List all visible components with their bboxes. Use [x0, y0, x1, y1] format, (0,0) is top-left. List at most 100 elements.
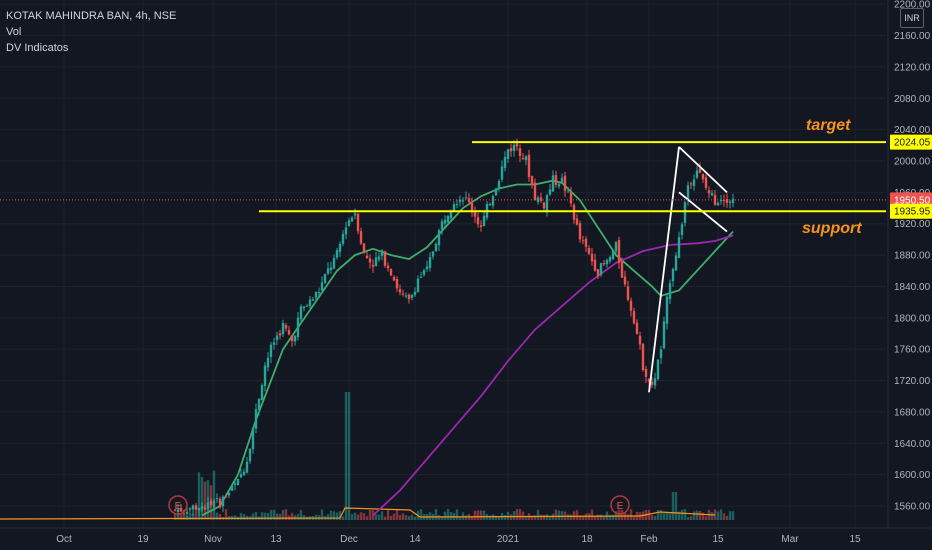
- volume-bar: [395, 509, 399, 520]
- volume-bar: [401, 513, 405, 520]
- candle-body: [380, 250, 384, 256]
- candle-body: [236, 478, 240, 486]
- candle-body: [419, 276, 423, 278]
- candle-body: [410, 294, 414, 298]
- volume-bar: [197, 472, 201, 520]
- time-tick-label: 19: [137, 534, 149, 545]
- volume-bar: [344, 392, 348, 520]
- volume-bar: [671, 492, 675, 520]
- candle-body: [272, 342, 276, 345]
- candle-body: [473, 211, 477, 217]
- candle-body: [293, 335, 297, 342]
- candle-body: [716, 202, 720, 206]
- candle-body: [203, 507, 207, 510]
- candle-body: [497, 181, 501, 189]
- volume-bar: [479, 510, 483, 520]
- candle-body: [524, 156, 528, 161]
- dv-indicator-label[interactable]: DV Indicatos: [6, 42, 69, 54]
- volume-bar: [212, 470, 216, 520]
- candle-body: [707, 190, 711, 194]
- candle-body: [377, 256, 381, 260]
- volume-bar: [680, 509, 684, 520]
- candle-body: [494, 188, 498, 196]
- candle-body: [704, 177, 708, 188]
- volume-bar: [326, 514, 330, 520]
- candle-body: [215, 498, 219, 500]
- volume-indicator-label[interactable]: Vol: [6, 26, 22, 38]
- volume-bar: [689, 516, 693, 520]
- volume-bar: [701, 512, 705, 520]
- candle-body: [245, 461, 249, 473]
- volume-bar: [488, 515, 492, 520]
- volume-bar: [710, 512, 714, 520]
- candle-body: [176, 509, 180, 513]
- candle-body: [185, 511, 189, 514]
- price-tick-label: 1680.00: [894, 407, 931, 418]
- candle-body: [647, 378, 651, 382]
- candle-body: [413, 291, 417, 296]
- volume-bar: [341, 516, 345, 520]
- candle-body: [656, 359, 660, 380]
- time-tick-label: 15: [712, 534, 724, 545]
- volume-bar: [494, 515, 498, 520]
- candle-body: [437, 230, 441, 246]
- price-tag-badge: [890, 203, 932, 219]
- candle-body: [257, 398, 261, 410]
- candle-body: [320, 282, 324, 291]
- candle-body: [719, 200, 723, 202]
- candle-body: [533, 182, 537, 201]
- candle-body: [629, 300, 633, 311]
- candle-body: [311, 299, 315, 301]
- candle-body: [695, 170, 699, 178]
- currency-button[interactable]: INR: [900, 8, 924, 28]
- volume-bar: [374, 514, 378, 520]
- volume-bar: [716, 511, 720, 520]
- volume-bar: [404, 515, 408, 520]
- time-tick-label: Feb: [640, 534, 658, 545]
- candle-body: [659, 349, 663, 358]
- candle-body: [200, 506, 204, 510]
- price-tag-badge: [890, 134, 932, 150]
- candle-body: [479, 225, 483, 227]
- candle-body: [212, 500, 216, 507]
- volume-bar: [518, 509, 522, 520]
- candlesticks: [173, 138, 735, 520]
- volume-bar: [239, 513, 243, 520]
- candle-body: [476, 217, 480, 225]
- candle-body: [617, 239, 621, 263]
- candle-body: [461, 200, 465, 202]
- symbol-title[interactable]: KOTAK MAHINDRA BAN, 4h, NSE: [6, 10, 177, 22]
- volume-bar: [458, 516, 462, 520]
- candle-body: [368, 258, 372, 263]
- volume-bar: [722, 513, 726, 520]
- volume-histogram: [173, 392, 735, 520]
- candle-body: [206, 502, 210, 509]
- candle-body: [545, 195, 549, 211]
- time-tick-label: 13: [270, 534, 282, 545]
- candle-body: [425, 266, 429, 270]
- candle-body: [209, 501, 213, 505]
- candle-body: [596, 269, 600, 277]
- candle-body: [455, 204, 459, 206]
- candle-body: [239, 474, 243, 478]
- candle-body: [221, 496, 225, 507]
- volume-bar: [617, 509, 621, 520]
- volume-bar: [647, 510, 651, 520]
- volume-bar: [497, 516, 501, 520]
- volume-bar: [191, 513, 195, 520]
- candle-body: [422, 270, 426, 275]
- volume-bar: [182, 513, 186, 520]
- volume-bar: [434, 509, 438, 520]
- volume-bar: [515, 509, 519, 520]
- volume-bar: [545, 514, 549, 520]
- volume-bar: [353, 512, 357, 520]
- volume-bar: [668, 511, 672, 520]
- candle-body: [602, 263, 606, 265]
- candle-body: [374, 257, 378, 267]
- candle-body: [347, 220, 351, 226]
- volume-bar: [218, 513, 222, 520]
- candle-body: [689, 183, 693, 185]
- candle-body: [557, 184, 561, 187]
